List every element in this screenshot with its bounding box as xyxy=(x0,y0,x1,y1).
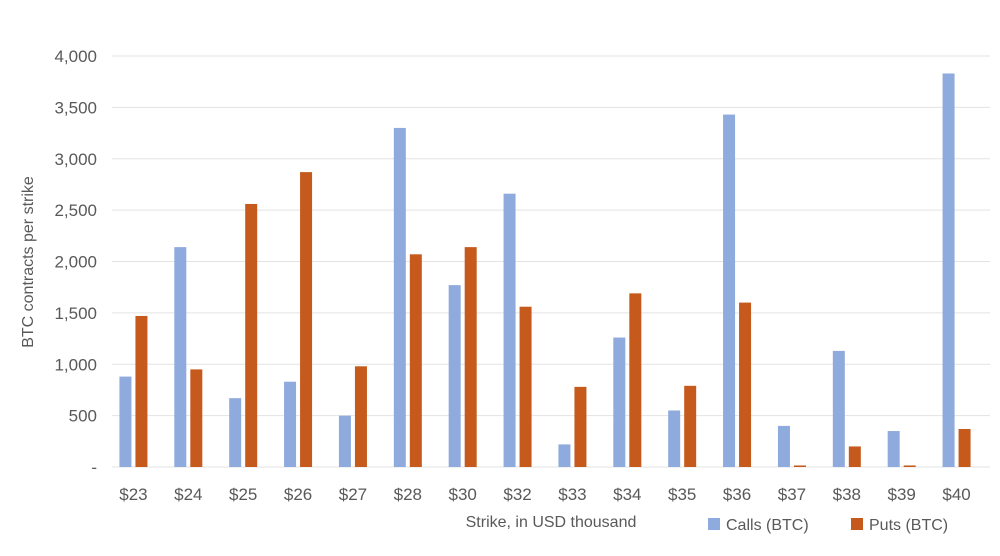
y-axis-title: BTC contracts per strike xyxy=(20,176,37,348)
x-tick-label: $28 xyxy=(394,485,422,504)
x-tick-label: $26 xyxy=(284,485,312,504)
bar-calls xyxy=(448,285,461,467)
legend-swatch-calls xyxy=(708,518,720,530)
bar-puts xyxy=(739,302,752,467)
bar-puts xyxy=(629,293,642,467)
bar-puts xyxy=(354,366,367,467)
x-tick-label: $32 xyxy=(503,485,531,504)
bar-calls xyxy=(338,415,351,467)
bar-puts xyxy=(793,465,806,467)
legend-label-calls: Calls (BTC) xyxy=(726,517,809,534)
y-tick-label: 2,500 xyxy=(54,201,97,220)
bar-puts xyxy=(300,172,313,468)
x-tick-label: $33 xyxy=(558,485,586,504)
bar-calls xyxy=(284,381,297,467)
x-tick-label: $27 xyxy=(339,485,367,504)
bar-calls xyxy=(668,410,681,467)
bar-calls xyxy=(942,73,955,467)
y-tick-label: 1,500 xyxy=(54,304,97,323)
bar-puts xyxy=(409,254,422,467)
bar-calls xyxy=(613,337,626,467)
y-tick-label: 4,000 xyxy=(54,47,97,66)
x-tick-label: $30 xyxy=(449,485,477,504)
legend-label-puts: Puts (BTC) xyxy=(869,517,948,534)
gridlines xyxy=(112,55,990,468)
bar-puts xyxy=(190,369,203,467)
bar-puts xyxy=(684,385,697,467)
bar-puts xyxy=(958,428,971,467)
bar-calls xyxy=(558,444,571,467)
x-tick-label: $25 xyxy=(229,485,257,504)
x-tick-label: $36 xyxy=(723,485,751,504)
bar-puts xyxy=(519,306,532,467)
bar-calls xyxy=(503,193,516,467)
bars xyxy=(119,73,971,468)
x-axis-title: Strike, in USD thousand xyxy=(466,514,637,531)
bar-calls xyxy=(393,127,406,468)
bar-calls xyxy=(229,398,242,467)
bar-calls xyxy=(777,425,790,467)
legend-swatch-puts xyxy=(851,518,863,530)
bar-calls xyxy=(832,350,845,467)
y-tick-label: 3,000 xyxy=(54,150,97,169)
x-tick-label: $39 xyxy=(888,485,916,504)
bar-puts xyxy=(135,315,148,467)
y-tick-label: - xyxy=(91,458,97,477)
y-tick-label: 3,500 xyxy=(54,98,97,117)
y-tick-label: 500 xyxy=(69,407,97,426)
x-tick-label: $37 xyxy=(778,485,806,504)
bar-puts xyxy=(903,465,916,467)
x-tick-label: $40 xyxy=(942,485,970,504)
x-tick-label: $24 xyxy=(174,485,202,504)
x-tick-label: $35 xyxy=(668,485,696,504)
y-axis-ticks: - 500 1,000 1,500 2,000 2,500 3,000 3,500 4,000 xyxy=(54,47,97,477)
bar-calls xyxy=(723,114,736,467)
y-tick-label: 2,000 xyxy=(54,253,97,272)
bar-calls xyxy=(887,431,900,467)
x-tick-label: $23 xyxy=(119,485,147,504)
bar-puts xyxy=(574,386,587,467)
legend: Calls (BTC) Puts (BTC) xyxy=(708,517,948,534)
bar-calls xyxy=(174,247,187,467)
bar-calls xyxy=(119,376,132,467)
bar-puts xyxy=(245,203,258,467)
bar-puts xyxy=(848,446,861,467)
y-tick-label: 1,000 xyxy=(54,355,97,374)
x-tick-label: $38 xyxy=(833,485,861,504)
x-tick-label: $34 xyxy=(613,485,641,504)
bar-puts xyxy=(464,247,477,467)
x-axis-ticks: $23 $24 $25 $26 $27 $28 $30 $32 $33 $34 $35 $36 $37 $… xyxy=(119,485,971,504)
